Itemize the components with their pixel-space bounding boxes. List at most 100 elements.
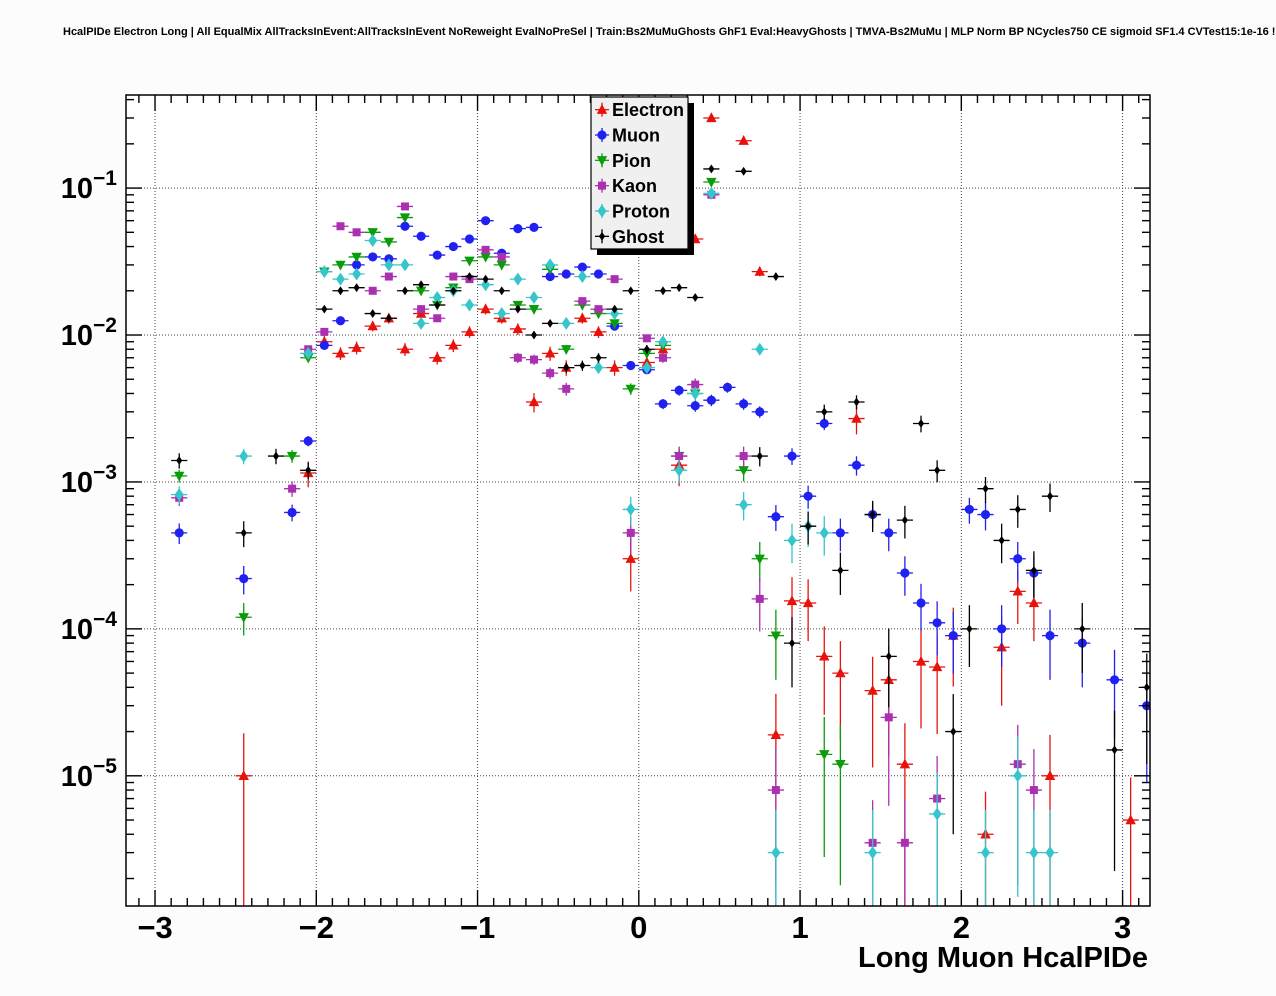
- point-marker: [352, 267, 362, 281]
- point-marker: [786, 595, 798, 606]
- point-marker: [1030, 565, 1037, 575]
- point-marker: [770, 729, 782, 740]
- point-marker: [384, 272, 393, 281]
- point-marker: [610, 275, 619, 284]
- point-marker: [449, 272, 458, 281]
- point-marker: [819, 650, 830, 661]
- series-ghost: [171, 164, 1150, 871]
- point-marker: [367, 320, 378, 331]
- point-marker: [513, 272, 523, 286]
- point-marker: [900, 838, 909, 847]
- point-marker: [884, 528, 894, 538]
- point-marker: [835, 528, 845, 538]
- point-marker: [1013, 769, 1023, 783]
- point-marker: [1013, 554, 1023, 564]
- point-marker: [851, 412, 862, 423]
- point-marker: [415, 286, 427, 297]
- legend: Electron Muon Pion Kaon Proton Ghost: [590, 96, 694, 255]
- point-marker: [352, 260, 362, 270]
- point-marker: [950, 727, 957, 736]
- point-marker: [819, 750, 830, 761]
- point-marker: [351, 252, 362, 263]
- legend-entry-kaon: Kaon: [595, 176, 657, 196]
- legend-entry-ghost: Ghost: [595, 227, 664, 247]
- point-marker: [594, 305, 603, 314]
- legend-label: Muon: [612, 126, 660, 146]
- point-marker: [1029, 846, 1039, 860]
- point-marker: [867, 684, 878, 695]
- point-marker: [851, 460, 862, 470]
- point-marker: [691, 380, 700, 389]
- point-marker: [869, 510, 876, 519]
- point-marker: [676, 283, 683, 293]
- point-marker: [739, 452, 748, 461]
- point-marker: [675, 452, 684, 461]
- point-marker: [384, 258, 394, 272]
- point-marker: [1046, 491, 1054, 501]
- point-marker: [627, 286, 634, 296]
- point-marker: [448, 241, 458, 252]
- point-marker: [966, 624, 973, 634]
- point-marker: [901, 515, 908, 525]
- point-marker: [625, 384, 636, 395]
- legend-label: Proton: [612, 202, 670, 222]
- data-points: [171, 112, 1150, 906]
- point-marker: [239, 573, 249, 584]
- point-marker: [771, 786, 780, 795]
- point-marker: [561, 269, 571, 279]
- point-marker: [1014, 505, 1021, 514]
- point-marker: [802, 597, 814, 608]
- point-marker: [514, 304, 521, 314]
- point-marker: [448, 339, 459, 350]
- x-tick-label: −2: [299, 910, 334, 945]
- y-tick-label: 10−4: [61, 608, 118, 646]
- point-marker: [433, 314, 442, 323]
- legend-label: Electron: [612, 100, 684, 120]
- point-marker: [497, 307, 507, 321]
- point-marker: [626, 360, 636, 371]
- point-marker: [529, 355, 538, 364]
- point-marker: [868, 846, 878, 860]
- legend-entry-pion: Pion: [595, 151, 651, 171]
- point-marker: [496, 260, 507, 271]
- point-marker: [819, 526, 829, 540]
- point-marker: [1029, 786, 1038, 795]
- point-marker: [1125, 814, 1136, 825]
- point-marker: [240, 528, 247, 538]
- point-marker: [466, 272, 473, 281]
- point-marker: [788, 638, 796, 648]
- point-marker: [738, 135, 749, 145]
- point-marker: [625, 553, 636, 563]
- point-marker: [706, 177, 717, 188]
- point-marker: [335, 347, 346, 358]
- point-marker: [982, 484, 989, 494]
- legend-entry-proton: Proton: [595, 202, 670, 222]
- point-marker: [805, 521, 812, 531]
- y-tick-label: 10−3: [61, 461, 117, 499]
- y-tick-label: 10−1: [61, 167, 118, 205]
- point-marker: [432, 352, 443, 362]
- point-marker: [706, 112, 717, 123]
- point-marker: [964, 504, 974, 515]
- point-marker: [756, 451, 763, 461]
- x-tick-label: 0: [630, 910, 647, 945]
- series-proton: [171, 186, 1059, 906]
- point-marker: [819, 418, 829, 429]
- plot-title: HcalPIDe Electron Long | All EqualMix Al…: [63, 26, 1276, 38]
- legend-label: Ghost: [612, 227, 664, 247]
- point-marker: [545, 258, 555, 272]
- point-marker: [401, 286, 409, 296]
- point-marker: [400, 258, 410, 272]
- point-marker: [416, 316, 426, 330]
- point-marker: [547, 318, 554, 328]
- point-marker: [787, 533, 797, 547]
- point-marker: [512, 323, 524, 334]
- point-marker: [708, 164, 715, 174]
- point-marker: [528, 304, 540, 315]
- point-marker: [464, 256, 475, 267]
- point-marker: [1012, 585, 1023, 596]
- point-marker: [626, 528, 635, 537]
- point-marker: [287, 507, 297, 518]
- legend-box: [590, 96, 689, 250]
- point-marker: [303, 346, 313, 360]
